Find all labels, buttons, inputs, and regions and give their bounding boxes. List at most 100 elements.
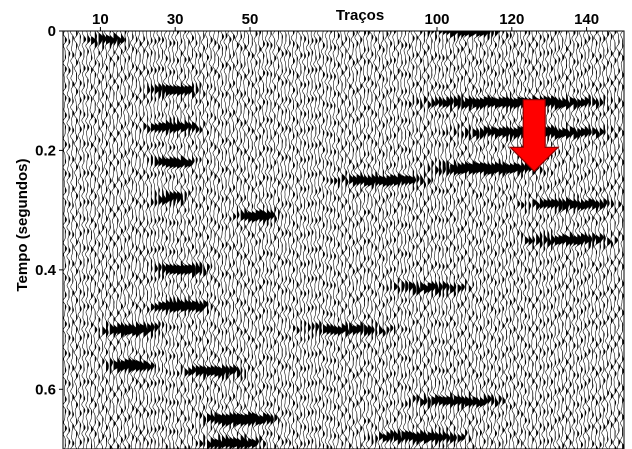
y-axis: 0 0.2 0.4 0.6	[35, 23, 63, 398]
trace-fill	[184, 31, 192, 449]
trace-fill	[547, 33, 553, 446]
seismic-trace	[129, 30, 140, 449]
trace-fill	[465, 31, 472, 449]
seismic-trace	[432, 30, 441, 449]
seismic-trace	[126, 30, 136, 449]
seismic-trace	[152, 30, 160, 449]
seismic-trace	[376, 30, 387, 449]
seismic-trace	[283, 30, 288, 449]
seismic-trace	[170, 30, 181, 449]
trace-fill	[487, 31, 496, 448]
seismic-trace	[458, 30, 469, 449]
seismic-trace	[246, 30, 256, 449]
trace-fill	[551, 35, 558, 445]
trace-fill	[603, 35, 608, 448]
seismic-trace	[605, 30, 612, 449]
trace-fill	[206, 31, 215, 449]
seismic-trace	[186, 30, 196, 449]
seismic-trace	[365, 30, 375, 449]
trace-fill	[322, 31, 329, 449]
seismic-trace	[373, 30, 381, 449]
seismic-trace	[616, 30, 622, 449]
seismic-traces	[62, 30, 625, 449]
plot-frame	[62, 30, 625, 449]
seismic-trace	[620, 30, 625, 449]
seismic-trace	[85, 30, 91, 449]
seismic-trace	[328, 30, 336, 449]
trace-fill	[367, 31, 374, 449]
seismic-trace	[253, 30, 264, 449]
trace-fill	[326, 31, 332, 449]
trace-fill	[502, 31, 510, 449]
seismic-trace	[208, 30, 218, 449]
seismic-trace	[163, 30, 174, 449]
seismic-trace	[275, 30, 281, 449]
seismic-trace	[178, 30, 190, 449]
trace-fill	[580, 37, 587, 448]
trace-fill	[491, 31, 499, 447]
trace-fill	[352, 31, 359, 449]
seismic-trace	[358, 30, 366, 449]
trace-fill	[435, 31, 440, 447]
seismic-trace	[309, 30, 315, 449]
seismic-trace	[222, 30, 233, 449]
seismic-trace	[141, 30, 150, 449]
trace-fill	[390, 31, 397, 449]
seismic-trace	[215, 30, 226, 449]
trace-fill	[408, 31, 416, 449]
seismic-trace	[608, 30, 615, 449]
seismic-trace	[70, 30, 75, 449]
trace-fill	[532, 35, 538, 445]
seismic-trace	[339, 30, 348, 449]
trace-fill	[506, 32, 515, 446]
seismic-trace	[429, 30, 438, 449]
seismic-trace	[361, 30, 371, 449]
trace-fill	[266, 31, 272, 449]
seismic-trace	[66, 30, 71, 449]
trace-fill	[349, 31, 354, 449]
seismic-trace	[298, 30, 303, 449]
seismic-trace	[133, 30, 144, 449]
seismic-trace	[436, 30, 446, 449]
seismic-trace	[410, 30, 419, 449]
seismic-trace	[425, 30, 436, 449]
seismic-trace	[189, 30, 200, 449]
seismic-trace	[302, 30, 307, 449]
seismic-trace	[122, 30, 132, 449]
trace-fill	[218, 31, 226, 449]
seismic-trace	[88, 30, 96, 449]
trace-fill	[494, 31, 503, 449]
trace-fill	[427, 31, 435, 449]
seismic-trace	[417, 30, 427, 449]
trace-fill	[517, 33, 525, 446]
trace-fill	[509, 32, 518, 441]
trace-fill	[543, 36, 550, 446]
seismic-trace	[81, 30, 87, 449]
seismic-trace	[343, 30, 350, 449]
trace-fill	[128, 31, 136, 449]
seismic-trace	[279, 30, 284, 449]
red-arrow-annotation	[508, 99, 560, 173]
seismic-trace	[268, 30, 275, 449]
seismic-trace	[290, 30, 296, 449]
seismic-trace	[597, 30, 604, 449]
seismic-trace	[421, 30, 430, 449]
seismic-trace	[96, 30, 103, 449]
trace-fill	[135, 36, 144, 445]
trace-fill	[420, 31, 427, 449]
seismic-trace	[272, 30, 278, 449]
trace-fill	[203, 32, 208, 449]
trace-fill	[592, 35, 598, 448]
seismic-trace	[237, 30, 249, 449]
trace-fill	[296, 31, 300, 449]
seismic-trace	[305, 30, 311, 449]
seismic-trace	[193, 30, 202, 449]
x-tick-label: 30	[167, 11, 184, 28]
trace-fill	[393, 31, 401, 449]
annotations	[508, 99, 560, 173]
trace-fill	[94, 31, 98, 449]
seismic-trace	[601, 30, 608, 449]
seismic-trace	[156, 30, 165, 449]
seismic-trace	[148, 30, 156, 449]
